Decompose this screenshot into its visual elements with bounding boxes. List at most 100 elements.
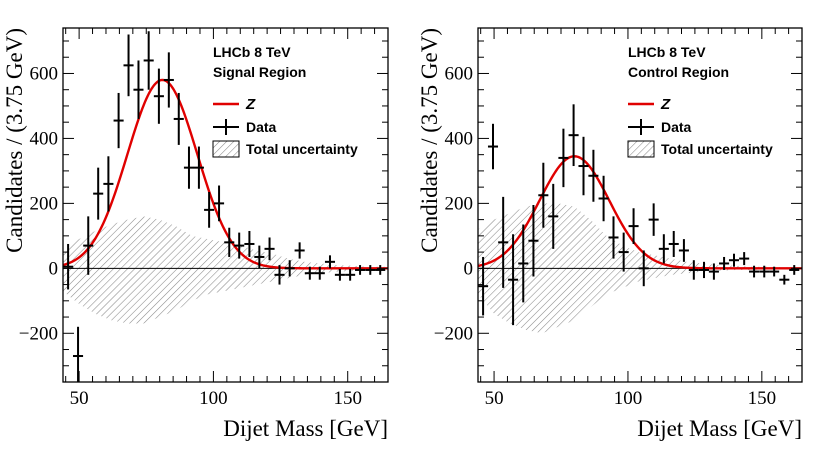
data-point: [244, 230, 255, 257]
data-point: [608, 216, 619, 259]
data-point: [163, 52, 174, 108]
data-point: [759, 265, 770, 278]
y-axis-title: Candidates / (3.75 GeV): [417, 28, 442, 253]
x-axis-title: Dijet Mass [GeV]: [223, 416, 388, 441]
data-point: [103, 156, 114, 212]
data-point: [73, 326, 84, 382]
data-point: [63, 243, 74, 290]
data-point: [83, 216, 94, 275]
y-tick-label: 200: [30, 193, 59, 214]
y-tick-label: 600: [30, 63, 59, 84]
z-fit-curve: [477, 155, 802, 270]
data-point: [498, 196, 509, 288]
data-point: [618, 232, 629, 272]
data-point: [648, 203, 659, 236]
data-point: [578, 136, 589, 196]
y-tick-label: 400: [30, 128, 59, 149]
data-point: [769, 266, 780, 277]
legend-data-label: Data: [246, 119, 277, 135]
data-point: [548, 183, 559, 249]
y-axis-title: Candidates / (3.75 GeV): [2, 28, 27, 253]
data-point: [638, 250, 649, 287]
legend-uncertainty-swatch: [627, 140, 655, 158]
data-point: [345, 268, 356, 281]
data-point: [668, 230, 679, 257]
y-tick-label: 0: [49, 258, 59, 279]
data-point: [719, 256, 730, 270]
data-point: [487, 123, 499, 170]
uncertainty-band: [63, 216, 388, 324]
y-tick-label: 400: [445, 128, 474, 149]
data-point: [334, 268, 345, 281]
z-fit-curve: [62, 78, 388, 270]
data-point: [133, 60, 144, 119]
data-point: [274, 265, 285, 285]
data-point: [478, 256, 489, 316]
signal-region-panel: −200 0 200 400 600 50 100 150 Dijet Mass [GeV] Ca…: [2, 27, 389, 441]
legend-data-label: Data: [661, 119, 692, 135]
data-point: [508, 234, 519, 326]
data-point: [779, 274, 790, 285]
legend: Z Data Total uncertainty: [212, 96, 358, 158]
data-point: [254, 245, 265, 269]
data-point: [214, 185, 225, 222]
y-tick-label: 600: [445, 63, 474, 84]
legend: Z Data Total uncertainty: [627, 96, 773, 158]
data-point: [658, 234, 669, 264]
data-point: [123, 34, 134, 97]
x-axis-title: Dijet Mass [GeV]: [637, 416, 802, 441]
data-point: [558, 128, 569, 188]
data-point: [314, 266, 325, 280]
data-point: [698, 261, 710, 279]
data-point: [568, 104, 579, 167]
data-point: [678, 239, 689, 262]
data-point: [749, 265, 760, 278]
legend-uncertainty-label: Total uncertainty: [661, 141, 773, 157]
x-tick-label: 150: [748, 388, 777, 409]
data-point: [234, 232, 245, 259]
data-point: [365, 265, 376, 275]
data-point: [224, 227, 235, 257]
legend-uncertainty-label: Total uncertainty: [246, 141, 358, 157]
plot-frame: [62, 27, 389, 383]
region-label: Control Region: [628, 64, 729, 80]
experiment-label: LHCb 8 TeV: [628, 44, 706, 60]
data-point: [143, 31, 154, 90]
data-point: [708, 263, 719, 280]
y-tick-label: 200: [445, 193, 474, 214]
data-point: [173, 92, 184, 145]
experiment-label: LHCb 8 TeV: [213, 44, 291, 60]
data-point: [113, 92, 124, 149]
x-tick-label: 150: [333, 388, 362, 409]
legend-z-label: Z: [660, 96, 671, 113]
y-tick-label: −200: [434, 323, 473, 344]
data-point: [688, 260, 699, 280]
region-label: Signal Region: [213, 64, 306, 80]
x-tick-label: 100: [199, 388, 228, 409]
x-tick-label: 100: [614, 388, 643, 409]
data-point: [153, 68, 164, 124]
data-point: [528, 205, 539, 277]
data-point: [304, 266, 315, 280]
legend-uncertainty-swatch: [212, 140, 240, 158]
data-point: [264, 237, 275, 261]
legend-z-label: Z: [245, 96, 256, 113]
data-point: [588, 149, 599, 202]
data-point: [294, 242, 305, 259]
data-point: [93, 167, 104, 220]
control-region-panel: −200 0 200 400 600 50 100 150 Dijet Mass [GeV] Ca…: [417, 27, 803, 441]
data-point: [183, 146, 195, 189]
data-point: [628, 208, 639, 244]
data-point: [518, 224, 529, 303]
data-point: [284, 260, 295, 277]
data-point: [538, 162, 549, 228]
data-point: [728, 253, 740, 267]
data-point: [193, 146, 204, 189]
y-tick-label: 0: [464, 258, 474, 279]
data-point: [739, 252, 750, 266]
data-point: [789, 265, 800, 275]
data-point: [204, 192, 215, 228]
x-tick-label: 50: [70, 388, 89, 409]
data-point: [324, 255, 336, 269]
